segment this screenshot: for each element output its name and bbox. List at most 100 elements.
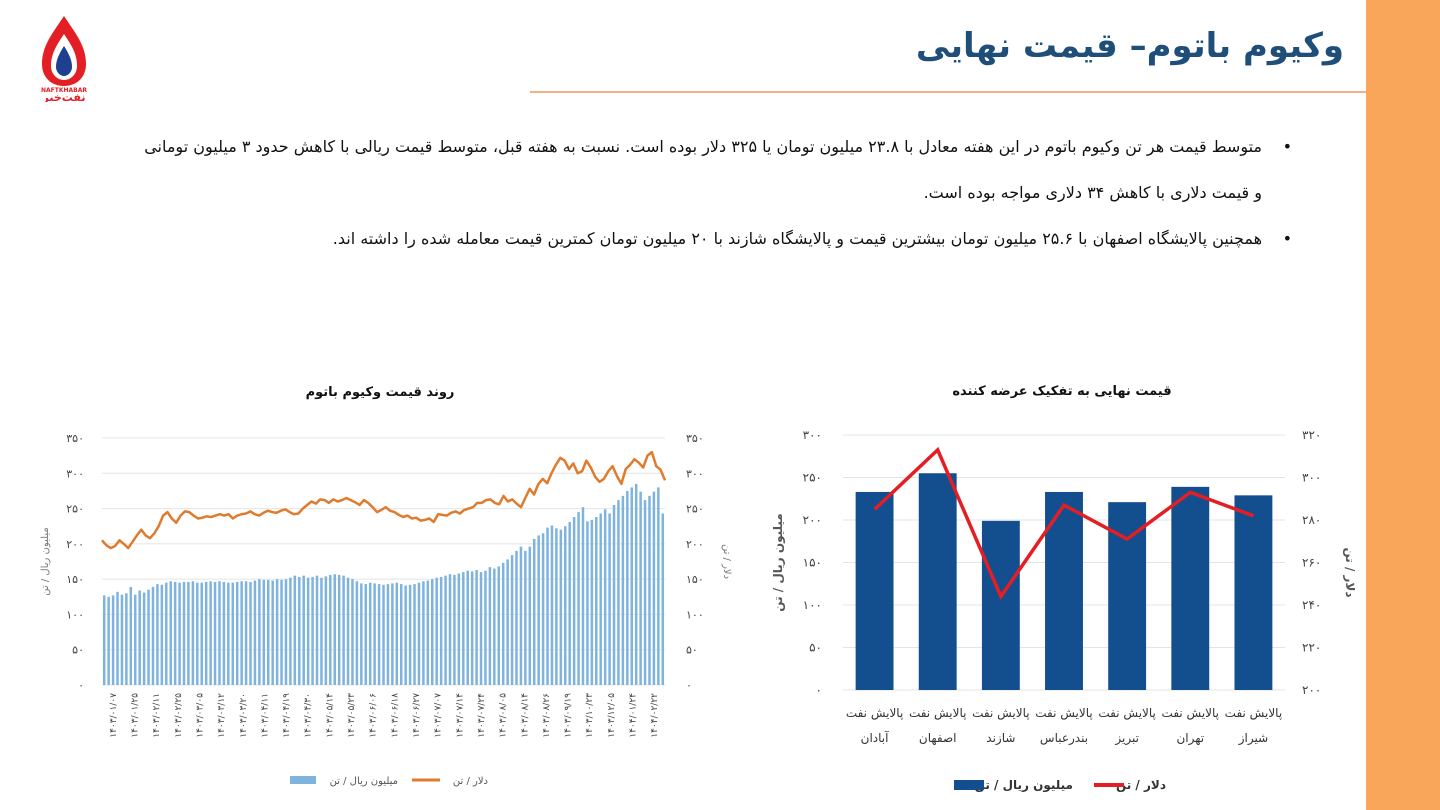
trend-bar xyxy=(102,595,106,685)
trend-bar xyxy=(475,569,478,685)
trend-bar xyxy=(315,575,319,685)
y-left-tick-label: ۵۰ xyxy=(72,644,84,657)
trend-bar xyxy=(519,546,523,685)
title-divider xyxy=(530,91,1366,93)
trend-bar xyxy=(169,581,172,685)
y-left-tick-label: ۵۰ xyxy=(809,641,822,655)
y-left-tick-label: ۳۰۰ xyxy=(803,428,822,442)
trend-bar xyxy=(156,584,159,685)
x-category-label: پالایش نفت xyxy=(1035,706,1093,721)
y-right-tick-label: ۲۴۰ xyxy=(1302,598,1321,612)
trend-chart: ۰ ۵۰ ۱۰۰ ۱۵۰ ۲۰۰ ۲۵۰ ۳۰۰ ۳۵۰ ۰ ۵۰ ۱۰۰ ۱۵۰ ۲۰۰ ۲۵۰ ۳۰۰ ۳… xyxy=(40,432,732,787)
bullet-dot: • xyxy=(1282,229,1292,248)
trend-bar xyxy=(160,584,164,685)
x-tick-label: ۱۴۰۳/۰۷/۱۴ xyxy=(455,693,465,738)
trend-bar xyxy=(244,581,248,685)
trend-bar xyxy=(550,525,554,685)
trend-bar xyxy=(577,512,580,685)
y-right-tick-label: ۳۰۰ xyxy=(686,467,704,480)
y-right-axis-label: دلار / تن xyxy=(721,544,732,579)
trend-bar xyxy=(603,509,607,685)
trend-bar xyxy=(191,581,195,685)
trend-bar xyxy=(510,555,514,685)
trend-bar xyxy=(222,581,226,685)
trend-bar xyxy=(196,582,199,685)
y-left-tick-label: ۳۰۰ xyxy=(66,467,84,480)
trend-bar xyxy=(541,533,545,685)
trend-bar xyxy=(173,581,177,685)
x-tick-label: ۱۴۰۴/۰۲/۲۲ xyxy=(650,693,660,738)
x-category-label: پالایش نفت xyxy=(1098,706,1156,721)
supplier-bar xyxy=(918,473,957,690)
x-category-label: تبریز xyxy=(1114,731,1139,746)
y-left-tick-label: ۰ xyxy=(816,683,822,697)
trend-bar xyxy=(417,582,421,685)
trend-bar xyxy=(572,517,576,685)
y-right-tick-label: ۱۵۰ xyxy=(686,573,704,586)
y-right-tick-label: ۲۰۰ xyxy=(1302,683,1321,697)
trend-bar xyxy=(280,579,283,685)
legend-label-dollar: دلار / تن xyxy=(453,776,488,787)
x-tick-label: ۱۴۰۳/۰۳/۰۵ xyxy=(195,693,205,738)
trend-bar xyxy=(399,584,403,685)
x-category-label: آبادان xyxy=(861,730,889,745)
y-right-tick-label: ۲۲۰ xyxy=(1302,641,1321,655)
y-right-tick-label: ۲۰۰ xyxy=(686,538,704,551)
legend-swatch-rial xyxy=(954,780,984,790)
trend-bar xyxy=(351,579,354,685)
trend-bar xyxy=(306,577,310,685)
trend-bar xyxy=(125,593,128,685)
x-category-label: پالایش نفت xyxy=(909,706,967,721)
supplier-chart-title: قیمت نهایی به تفکیک عرضه کننده xyxy=(952,384,1172,399)
x-tick-label: ۱۴۰۳/۰۸/۱۴ xyxy=(520,693,530,738)
trend-bar xyxy=(266,579,270,685)
trend-bar xyxy=(617,500,620,685)
trend-bar xyxy=(466,570,469,685)
y-right-tick-label: ۵۰ xyxy=(686,644,698,657)
trend-bar xyxy=(253,580,257,685)
trend-bar xyxy=(249,581,252,685)
trend-bar xyxy=(329,574,332,685)
y-left-tick-label: ۲۵۰ xyxy=(66,503,84,516)
trend-bar xyxy=(311,577,314,685)
legend-label-rial: میلیون ریال / تن xyxy=(975,778,1073,793)
trend-bar xyxy=(457,573,461,685)
trend-bar xyxy=(608,513,611,685)
trend-bar xyxy=(564,526,567,685)
trend-bar xyxy=(134,594,137,685)
x-tick-label: ۱۴۰۳/۰۸/۲۶ xyxy=(542,693,552,738)
y-right-tick-label: ۲۵۰ xyxy=(686,503,704,516)
trend-bar xyxy=(324,576,328,685)
trend-bar xyxy=(262,579,266,685)
trend-bar xyxy=(435,577,438,685)
y-left-tick-label: ۱۰۰ xyxy=(803,598,822,612)
trend-bar xyxy=(377,584,381,685)
trend-bar xyxy=(187,581,190,685)
trend-bar xyxy=(537,535,540,685)
y-right-tick-label: ۳۰۰ xyxy=(1302,471,1321,485)
trend-bar xyxy=(231,582,235,685)
trend-bar xyxy=(462,572,465,685)
trend-bar xyxy=(581,507,585,685)
trend-bar xyxy=(555,528,558,685)
trend-bar xyxy=(204,581,208,685)
trend-bar xyxy=(178,582,181,685)
trend-bar xyxy=(515,550,518,685)
trend-bar xyxy=(453,574,456,685)
trend-bar xyxy=(493,568,496,685)
x-tick-label: ۱۴۰۳/۰۶/۱۸ xyxy=(390,693,400,738)
trend-bar xyxy=(568,521,571,685)
y-left-axis-label: میلیون ریال / تن xyxy=(771,513,786,611)
supplier-chart: ۰ ۵۰ ۱۰۰ ۱۵۰ ۲۰۰ ۲۵۰ ۳۰۰ ۲۰۰ ۲۲۰ ۲۴۰ ۲۶۰ ۲۸۰ ۳۰۰ ۳۲۰ م… xyxy=(771,428,1357,793)
x-tick-label: ۱۴۰۳/۰۶/۰۶ xyxy=(369,693,379,738)
bullet-list: • متوسط قیمت هر تن وکیوم باتوم در این هفت… xyxy=(142,124,1292,262)
trend-bar xyxy=(586,521,589,685)
y-left-tick-label: ۳۵۰ xyxy=(66,432,84,445)
trend-bar xyxy=(546,527,549,685)
trend-bar xyxy=(391,583,394,685)
bullet-item: • همچنین پالایشگاه اصفهان با ۲۵.۶ میلیون … xyxy=(142,216,1292,262)
trend-bar xyxy=(182,581,186,685)
trend-bar xyxy=(209,581,212,685)
trend-bar xyxy=(298,577,301,685)
x-tick-label: ۱۴۰۳/۰۳/۱۲ xyxy=(217,693,227,738)
